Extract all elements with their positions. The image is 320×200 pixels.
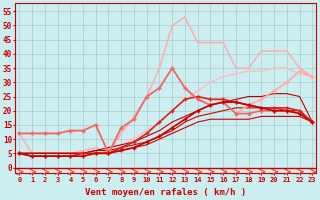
X-axis label: Vent moyen/en rafales ( km/h ): Vent moyen/en rafales ( km/h ) [85, 188, 246, 197]
